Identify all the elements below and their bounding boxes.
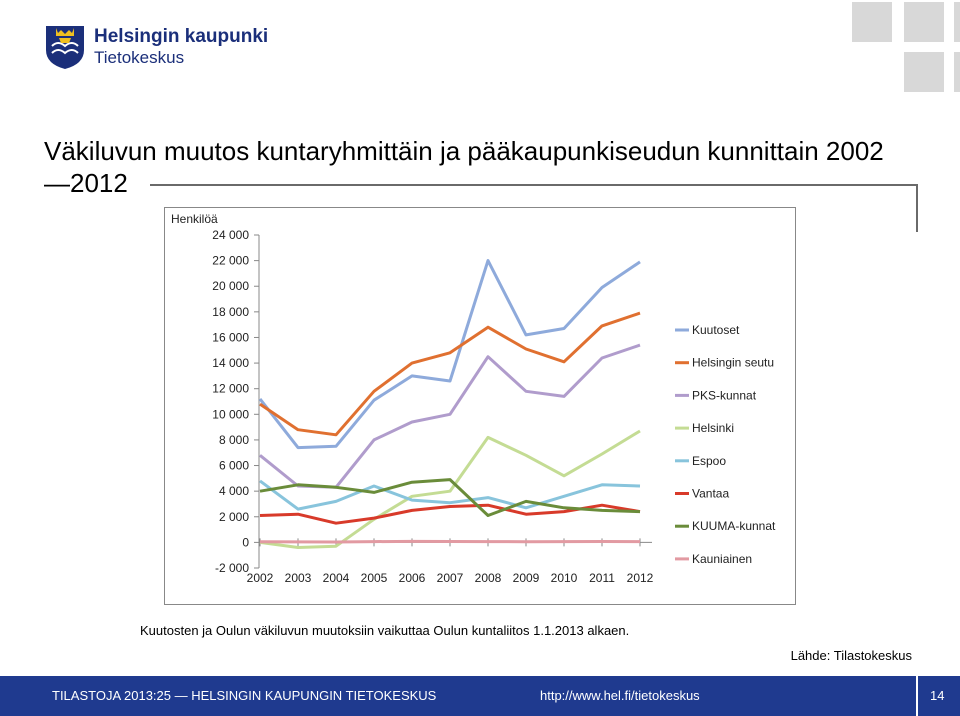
corner-decoration [852, 2, 960, 92]
series-line-1 [259, 311, 641, 437]
legend-label: Kauniainen [692, 552, 752, 566]
x-tick-label: 2010 [551, 571, 578, 585]
y-axis-label: Henkilöä [171, 212, 218, 226]
series-line-3 [259, 429, 641, 549]
x-tick-label: 2011 [589, 571, 615, 585]
y-tick-label: 12 000 [212, 382, 249, 396]
y-tick-label: 16 000 [212, 330, 249, 344]
footer-divider [916, 676, 918, 716]
city-logo: Helsingin kaupunki Tietokeskus [44, 24, 268, 72]
legend-label: Kuutoset [692, 323, 740, 337]
legend-label: Vantaa [692, 487, 729, 501]
x-tick-label: 2003 [285, 571, 312, 585]
line-chart: Henkilöä -2 000 0 2 000 4 000 6 000 8 000 10 00… [171, 212, 776, 585]
footer-link[interactable]: http://www.hel.fi/tietokeskus [540, 688, 700, 703]
y-tick-label: 14 000 [212, 356, 249, 370]
y-tick-label: 6 000 [219, 459, 249, 473]
y-tick-label: 4 000 [219, 484, 249, 498]
y-tick-label: 10 000 [212, 407, 249, 421]
frame-line-right [916, 184, 918, 232]
x-tick-label: 2012 [627, 571, 654, 585]
y-tick-label: 18 000 [212, 305, 249, 319]
footer-bar: TILASTOJA 2013:25 — HELSINGIN KAUPUNGIN … [0, 676, 960, 716]
series-line-0 [258, 259, 641, 450]
legend-label: Espoo [692, 454, 726, 468]
chart-panel: Henkilöä -2 000 0 2 000 4 000 6 000 8 000 10 00… [164, 207, 796, 605]
logo-city-name: Helsingin kaupunki [94, 26, 269, 47]
y-tick-label: 2 000 [219, 510, 249, 524]
x-tick-label: 2008 [475, 571, 502, 585]
x-tick-label: 2005 [361, 571, 388, 585]
y-tick-label: 0 [242, 535, 249, 549]
x-tick-label: 2004 [323, 571, 350, 585]
x-tick-label: 2002 [247, 571, 274, 585]
series-line-6 [259, 478, 641, 517]
page-number: 14 [930, 688, 945, 703]
legend-label: Helsinki [692, 421, 734, 435]
x-tick-label: 2007 [437, 571, 464, 585]
logo-unit-name: Tietokeskus [94, 48, 185, 67]
x-tick-label: 2006 [399, 571, 426, 585]
y-tick-label: -2 000 [215, 561, 249, 575]
legend-label: PKS-kunnat [692, 388, 757, 402]
y-tick-label: 22 000 [212, 254, 249, 268]
frame-line-top [150, 184, 918, 186]
legend-label: Helsingin seutu [692, 356, 774, 370]
page-title: Väkiluvun muutos kuntaryhmittäin ja pääk… [44, 136, 884, 199]
chart-footnote: Kuutosten ja Oulun väkiluvun muutoksiin … [140, 623, 630, 638]
source-note: Lähde: Tilastokeskus [790, 648, 912, 663]
legend-label: KUUMA-kunnat [692, 519, 776, 533]
footer-publication: TILASTOJA 2013:25 — HELSINGIN KAUPUNGIN … [52, 688, 437, 703]
y-tick-label: 8 000 [219, 433, 249, 447]
y-tick-label: 24 000 [212, 228, 249, 242]
series-line-4 [259, 479, 641, 511]
x-tick-label: 2009 [513, 571, 540, 585]
y-tick-label: 20 000 [212, 279, 249, 293]
series-line-7 [259, 539, 641, 544]
helsinki-crest-icon [46, 26, 84, 69]
